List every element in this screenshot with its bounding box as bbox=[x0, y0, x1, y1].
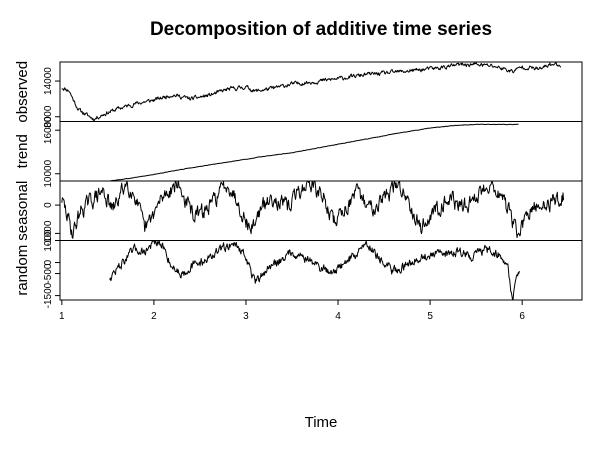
panel-observed: observed 8000 14000 bbox=[14, 61, 583, 128]
y-tick-label: 10000 bbox=[43, 159, 54, 187]
y-tick-label: -500 bbox=[43, 263, 54, 283]
series-line-random bbox=[109, 240, 520, 301]
x-axis: 1 2 3 4 5 6 bbox=[59, 299, 525, 322]
chart-title: Decomposition of additive time series bbox=[150, 19, 492, 40]
x-tick-label: 5 bbox=[427, 311, 433, 322]
y-tick-label: 14000 bbox=[43, 67, 54, 95]
panel-frame bbox=[59, 121, 583, 182]
x-axis-label: Time bbox=[305, 414, 338, 431]
y-tick-label: 0 bbox=[43, 202, 54, 208]
series-line-observed bbox=[61, 62, 562, 122]
series-line-trend bbox=[109, 123, 519, 182]
y-tick-label: 1000 bbox=[43, 229, 54, 252]
x-tick-label: 2 bbox=[151, 311, 157, 322]
y-tick-label: -1000 bbox=[43, 220, 54, 246]
series-line-seasonal bbox=[61, 180, 565, 239]
panel-frame bbox=[59, 61, 583, 122]
panels: observed 800014000trend1000016000seasonal… bbox=[14, 61, 583, 308]
panel-trend: trend 10000 16000 bbox=[14, 116, 583, 188]
x-tick-label: 1 bbox=[59, 311, 65, 322]
y-tick-label: 0 bbox=[43, 259, 54, 265]
x-tick-label: 4 bbox=[335, 311, 341, 322]
y-tick-label: -1500 bbox=[43, 282, 54, 308]
y-axis-label: observed bbox=[14, 61, 31, 123]
y-tick-label: 8000 bbox=[43, 105, 54, 128]
panel-seasonal: seasonal -1000 0 bbox=[14, 180, 583, 246]
y-axis-label: trend bbox=[14, 134, 31, 168]
y-axis-label: seasonal bbox=[14, 181, 31, 241]
y-tick-label: 16000 bbox=[43, 116, 54, 144]
y-axis-label: random bbox=[14, 245, 31, 296]
panel-frame bbox=[59, 180, 583, 241]
x-tick-label: 3 bbox=[243, 311, 249, 322]
x-tick-label: 6 bbox=[519, 311, 525, 322]
